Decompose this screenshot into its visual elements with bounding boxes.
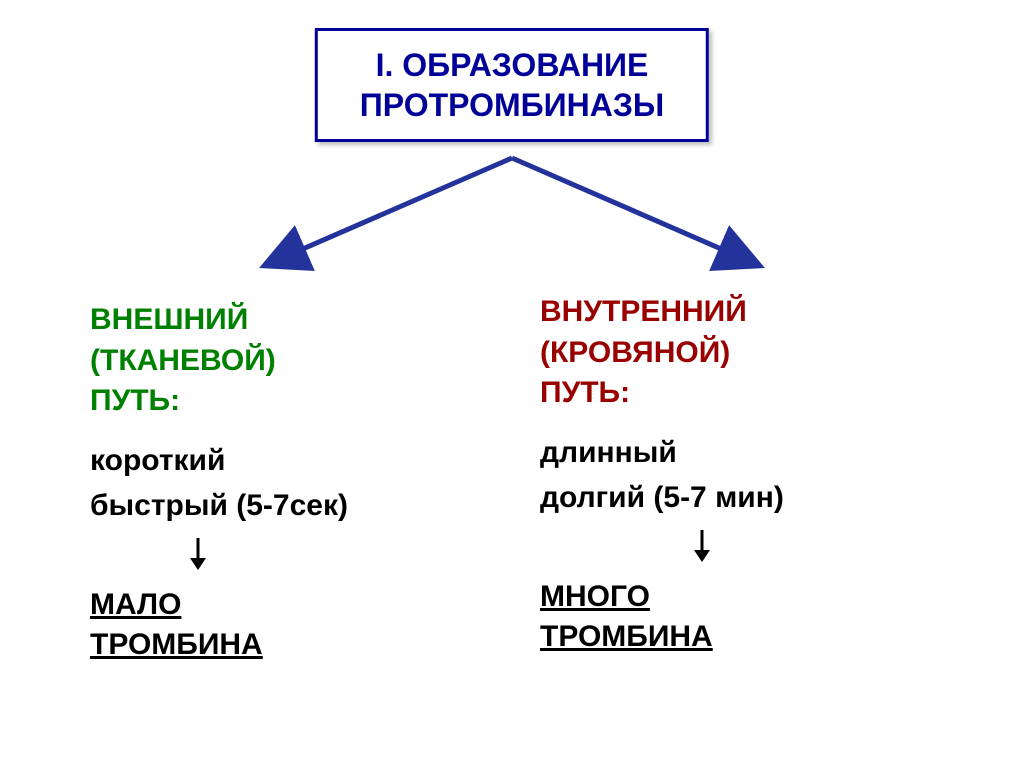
right-column: ВНУТРЕННИЙ (КРОВЯНОЙ) ПУТЬ: длинный долг… [540, 292, 960, 658]
left-result: МАЛО ТРОМБИНА [90, 585, 470, 666]
left-column: ВНЕШНИЙ (ТКАНЕВОЙ) ПУТЬ: короткий быстры… [90, 300, 470, 666]
title-line2: ПРОТРОМБИНАЗЫ [360, 85, 664, 125]
left-desc: короткий быстрый (5-7сек) [90, 438, 470, 528]
right-small-arrow [690, 528, 960, 569]
right-desc: длинный долгий (5-7 мин) [540, 430, 960, 520]
right-heading: ВНУТРЕННИЙ (КРОВЯНОЙ) ПУТЬ: [540, 292, 960, 414]
left-small-arrow [186, 536, 470, 577]
arrow-right [512, 158, 742, 258]
branch-arrows [212, 148, 812, 278]
right-result: МНОГО ТРОМБИНА [540, 577, 960, 658]
left-heading: ВНЕШНИЙ (ТКАНЕВОЙ) ПУТЬ: [90, 300, 470, 422]
title-line1: I. ОБРАЗОВАНИЕ [360, 45, 664, 85]
arrow-left [282, 158, 512, 258]
title-box: I. ОБРАЗОВАНИЕ ПРОТРОМБИНАЗЫ [315, 28, 709, 142]
